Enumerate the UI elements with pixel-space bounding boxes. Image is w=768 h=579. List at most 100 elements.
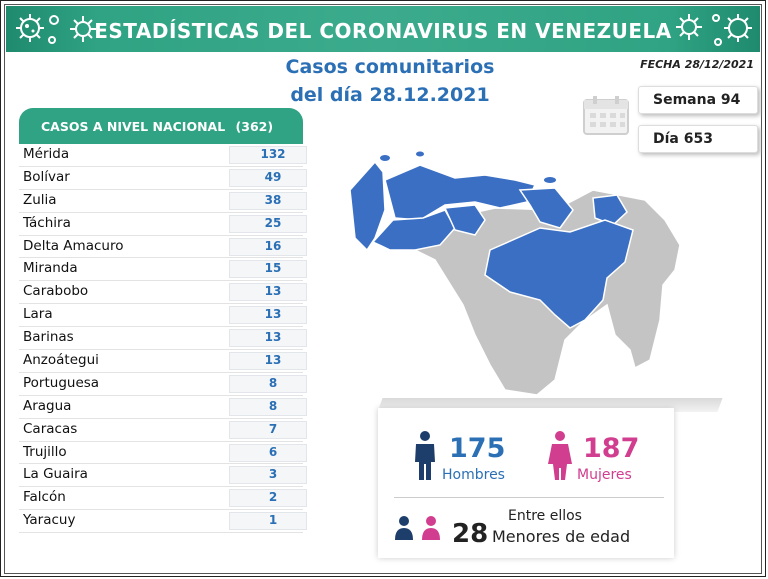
subtitle-line-2: del día 28.12.2021 [290,84,490,106]
minors-count: 28 [452,519,489,549]
child-boy-icon [395,516,413,540]
map-region-blue [592,194,628,226]
minors-label: Menores de edad [492,527,631,546]
state-name: Mérida [23,146,70,162]
table-row: Yaracuy 1 [19,510,307,534]
table-row: Aragua 8 [19,396,307,419]
table-row: Miranda 15 [19,258,307,282]
table-row: Bolívar 49 [19,167,307,190]
value-box [229,283,307,302]
table-row: Trujillo 6 [19,442,307,465]
table-row: Anzoátegui 13 [19,350,307,373]
map-region-blue [518,187,574,229]
value-box [229,489,307,508]
virus-icon [676,14,702,40]
date-label: FECHA 28/12/2021 [640,58,754,71]
men-label: Hombres [442,467,505,483]
state-name: Portuguesa [23,374,100,391]
table-title: CASOS A NIVEL NACIONAL [41,119,226,134]
case-count: 13 [264,353,282,368]
calendar-icon [583,96,629,135]
minors-caption: Entre ellos [508,508,582,524]
state-name: Lara [23,306,53,323]
state-name: Yaracuy [23,512,76,529]
case-count: 3 [268,467,278,482]
case-count: 2 [268,490,278,505]
case-count: 6 [268,444,278,459]
state-name: Zulia [23,191,57,208]
virus-icon [70,16,96,42]
table-row: Mérida 132 [19,144,307,167]
value-box [229,397,307,416]
subtitle-line-1: Casos comunitarios [285,56,495,78]
state-name: Carabobo [23,283,89,300]
value-box [229,466,307,485]
woman-icon [548,431,572,480]
case-count: 25 [264,215,282,230]
state-name: Caracas [23,420,78,437]
map-region-blue [484,219,634,329]
table-row: Barinas 13 [19,327,307,351]
state-name: Aragua [23,397,72,414]
venezuela-map [349,151,681,396]
state-name: Táchira [23,214,71,231]
value-box [229,306,307,325]
map-region-blue [349,160,386,252]
state-name: Delta Amacuro [23,237,124,254]
state-name: Bolívar [23,168,70,185]
value-box [229,191,307,210]
case-count: 38 [264,192,282,207]
virus-icon [712,14,752,46]
table-row: Delta Amacuro 16 [19,236,307,259]
case-count: 7 [268,421,278,436]
table-header: CASOS A NIVEL NACIONAL (362) [19,108,303,144]
case-count: 49 [264,169,282,184]
state-name: Trujillo [23,443,67,460]
case-count: 15 [264,261,282,276]
cases-table: Mérida 132 Bolívar 49 Zulia 38 Táchira 25 Delta … [19,144,307,534]
map-region-blue [443,204,486,236]
table-total: (362) [235,119,274,134]
case-count: 1 [268,513,278,528]
state-name: Miranda [23,260,78,277]
table-row: Zulia 38 [19,190,307,213]
man-icon [415,431,435,480]
table-row: Táchira 25 [19,213,307,236]
case-count: 8 [268,398,278,413]
value-box [229,443,307,462]
case-count: 8 [268,375,278,390]
value-box [229,329,307,348]
value-box [229,352,307,371]
state-name: La Guaira [23,466,88,483]
case-count: 16 [264,238,282,253]
state-name: Anzoátegui [23,352,99,369]
child-girl-icon [422,516,440,540]
case-count: 13 [264,307,282,322]
virus-icon [16,14,59,44]
women-label: Mujeres [577,467,632,483]
value-box [229,420,307,439]
value-box [229,168,307,187]
case-count: 13 [264,284,282,299]
value-box [229,512,307,531]
day-box: Día 653 [638,125,758,153]
card-divider [394,497,664,498]
state-name: Falcón [23,489,66,506]
table-row: Falcón 2 [19,487,307,511]
value-box [229,214,307,233]
table-row: Caracas 7 [19,419,307,442]
case-count: 13 [264,330,282,345]
value-box [229,237,307,256]
page-title: ESTADÍSTICAS DEL CORONAVIRUS EN VENEZUEL… [94,19,672,43]
table-row: La Guaira 3 [19,464,307,488]
inner-frame [4,4,762,574]
header-banner: ESTADÍSTICAS DEL CORONAVIRUS EN VENEZUEL… [6,6,760,52]
value-box [229,146,307,164]
state-name: Barinas [23,329,74,346]
table-row: Portuguesa 8 [19,373,307,396]
case-count: 132 [260,147,286,161]
value-box [229,374,307,393]
women-count: 187 [583,433,640,464]
value-box [229,260,307,279]
